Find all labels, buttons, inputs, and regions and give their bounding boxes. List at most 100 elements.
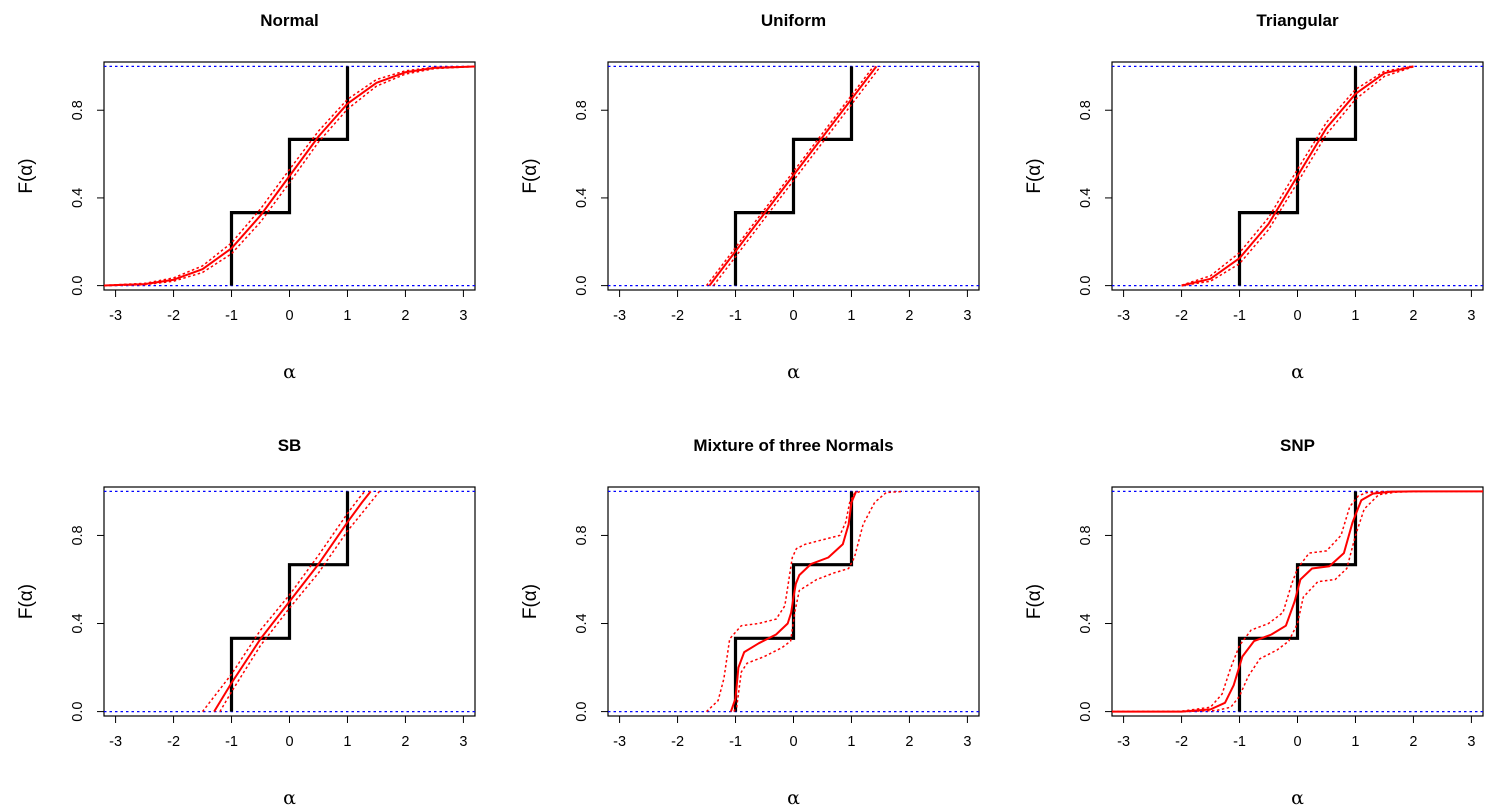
plot-data bbox=[608, 490, 979, 713]
chart-panel-3: Triangular -3 -2 -1 0 1 2 3 0.0 0.4 0.8 α F(α) bbox=[1024, 11, 1484, 383]
x-tick-label: 3 bbox=[1467, 308, 1475, 324]
ci-upper-line bbox=[705, 490, 861, 713]
y-tick-label: 0.8 bbox=[70, 100, 86, 120]
x-tick-label: -2 bbox=[671, 734, 684, 750]
x-tick-label: 0 bbox=[1293, 734, 1301, 750]
x-axis-label: α bbox=[787, 361, 800, 383]
estimate-line bbox=[213, 490, 372, 713]
y-tick-label: 0.0 bbox=[70, 276, 86, 296]
x-tick-label: 3 bbox=[963, 308, 971, 324]
x-tick-label: 2 bbox=[1409, 308, 1417, 324]
plot-data bbox=[104, 65, 475, 287]
estimate-line bbox=[729, 491, 858, 712]
x-tick-label: -3 bbox=[109, 734, 122, 750]
x-tick-label: 1 bbox=[343, 734, 351, 750]
y-tick-label: 0.0 bbox=[574, 276, 590, 296]
x-tick-label: 0 bbox=[285, 308, 293, 324]
estimate-line bbox=[708, 65, 878, 287]
y-axis-label: F(α) bbox=[16, 584, 37, 619]
x-tick-label: 2 bbox=[1409, 734, 1417, 750]
y-axis-label: F(α) bbox=[1024, 584, 1045, 619]
x-axis-label: α bbox=[787, 787, 800, 809]
x-tick-label: 1 bbox=[847, 308, 855, 324]
x-tick-label: 0 bbox=[285, 734, 293, 750]
x-axis-label: α bbox=[283, 361, 296, 383]
y-tick-label: 0.0 bbox=[70, 702, 86, 722]
x-axis-label: α bbox=[1291, 787, 1304, 809]
x-tick-label: -1 bbox=[729, 734, 742, 750]
x-tick-label: -1 bbox=[1233, 734, 1246, 750]
chart-panel-2: Uniform -3 -2 -1 0 1 2 3 0.0 0.4 0.8 α F(α) bbox=[520, 11, 980, 383]
y-axis-label: F(α) bbox=[520, 584, 541, 619]
y-tick-label: 0.0 bbox=[1078, 702, 1094, 722]
x-tick-label: 1 bbox=[1351, 308, 1359, 324]
x-axis-label: α bbox=[1291, 361, 1304, 383]
x-tick-label: -3 bbox=[1117, 734, 1130, 750]
y-axis-label: F(α) bbox=[1024, 158, 1045, 193]
chart-panel-5: Mixture of three Normals -3 -2 -1 0 1 2 3 0.0 0.4… bbox=[520, 436, 980, 809]
x-tick-label: -2 bbox=[1175, 308, 1188, 324]
x-tick-label: 3 bbox=[459, 734, 467, 750]
chart-title: Mixture of three Normals bbox=[693, 436, 893, 455]
chart-panel-4: SB -3 -2 -1 0 1 2 3 0.0 0.4 0.8 α F(α) bbox=[16, 436, 476, 809]
x-tick-label: 1 bbox=[343, 308, 351, 324]
y-tick-label: 0.8 bbox=[1078, 100, 1094, 120]
y-tick-label: 0.8 bbox=[574, 100, 590, 120]
y-tick-label: 0.4 bbox=[70, 613, 86, 633]
ci-lower-line bbox=[219, 490, 380, 712]
ci-upper-line bbox=[1112, 490, 1483, 713]
ci-lower-line bbox=[104, 65, 475, 287]
x-tick-label: -2 bbox=[1175, 734, 1188, 750]
chart-title: Uniform bbox=[761, 11, 826, 30]
x-tick-label: -1 bbox=[729, 308, 742, 324]
chart-title: SB bbox=[278, 436, 302, 455]
chart-title: SNP bbox=[1280, 436, 1315, 455]
x-tick-label: 3 bbox=[459, 308, 467, 324]
y-axis-label: F(α) bbox=[520, 158, 541, 193]
ci-upper-line bbox=[705, 65, 875, 287]
x-tick-label: 1 bbox=[1351, 734, 1359, 750]
x-tick-label: 3 bbox=[1467, 734, 1475, 750]
plot-data bbox=[608, 65, 979, 287]
chart-panel-1: Normal -3 -2 -1 0 1 2 3 0.0 0.4 0.8 α F(α) bbox=[16, 11, 476, 383]
estimate-line bbox=[1181, 65, 1414, 287]
chart-panel-6: SNP -3 -2 -1 0 1 2 3 0.0 0.4 0.8 α F(α) bbox=[1024, 436, 1484, 809]
ci-lower-line bbox=[733, 490, 904, 713]
y-tick-label: 0.4 bbox=[574, 613, 590, 633]
x-tick-label: -3 bbox=[613, 308, 626, 324]
x-tick-label: 3 bbox=[963, 734, 971, 750]
x-tick-label: -2 bbox=[167, 734, 180, 750]
true-cdf-line bbox=[1237, 491, 1358, 712]
x-tick-label: 0 bbox=[1293, 308, 1301, 324]
ci-upper-line bbox=[104, 65, 475, 287]
x-tick-label: 2 bbox=[401, 308, 409, 324]
x-tick-label: -1 bbox=[1233, 308, 1246, 324]
ci-lower-line bbox=[712, 65, 882, 287]
x-tick-label: 0 bbox=[789, 308, 797, 324]
estimate-line bbox=[1112, 490, 1483, 713]
x-tick-label: -3 bbox=[1117, 308, 1130, 324]
ci-lower-line bbox=[1181, 66, 1414, 287]
y-tick-label: 0.4 bbox=[1078, 188, 1094, 208]
ci-upper-line bbox=[1181, 65, 1414, 286]
x-tick-label: -1 bbox=[225, 734, 238, 750]
x-tick-label: -3 bbox=[613, 734, 626, 750]
y-axis-label: F(α) bbox=[16, 158, 37, 193]
y-tick-label: 0.0 bbox=[574, 702, 590, 722]
y-tick-label: 0.4 bbox=[70, 188, 86, 208]
x-tick-label: 1 bbox=[847, 734, 855, 750]
ci-upper-line bbox=[201, 490, 366, 713]
estimate-line bbox=[104, 65, 475, 287]
plot-data bbox=[1112, 490, 1483, 713]
x-tick-label: -2 bbox=[167, 308, 180, 324]
x-tick-label: 2 bbox=[905, 308, 913, 324]
ci-lower-line bbox=[1112, 490, 1483, 713]
y-tick-label: 0.4 bbox=[1078, 613, 1094, 633]
x-tick-label: 2 bbox=[905, 734, 913, 750]
x-tick-label: -3 bbox=[109, 308, 122, 324]
x-tick-label: -1 bbox=[225, 308, 238, 324]
y-tick-label: 0.8 bbox=[70, 525, 86, 545]
x-tick-label: 0 bbox=[789, 734, 797, 750]
x-tick-label: -2 bbox=[671, 308, 684, 324]
